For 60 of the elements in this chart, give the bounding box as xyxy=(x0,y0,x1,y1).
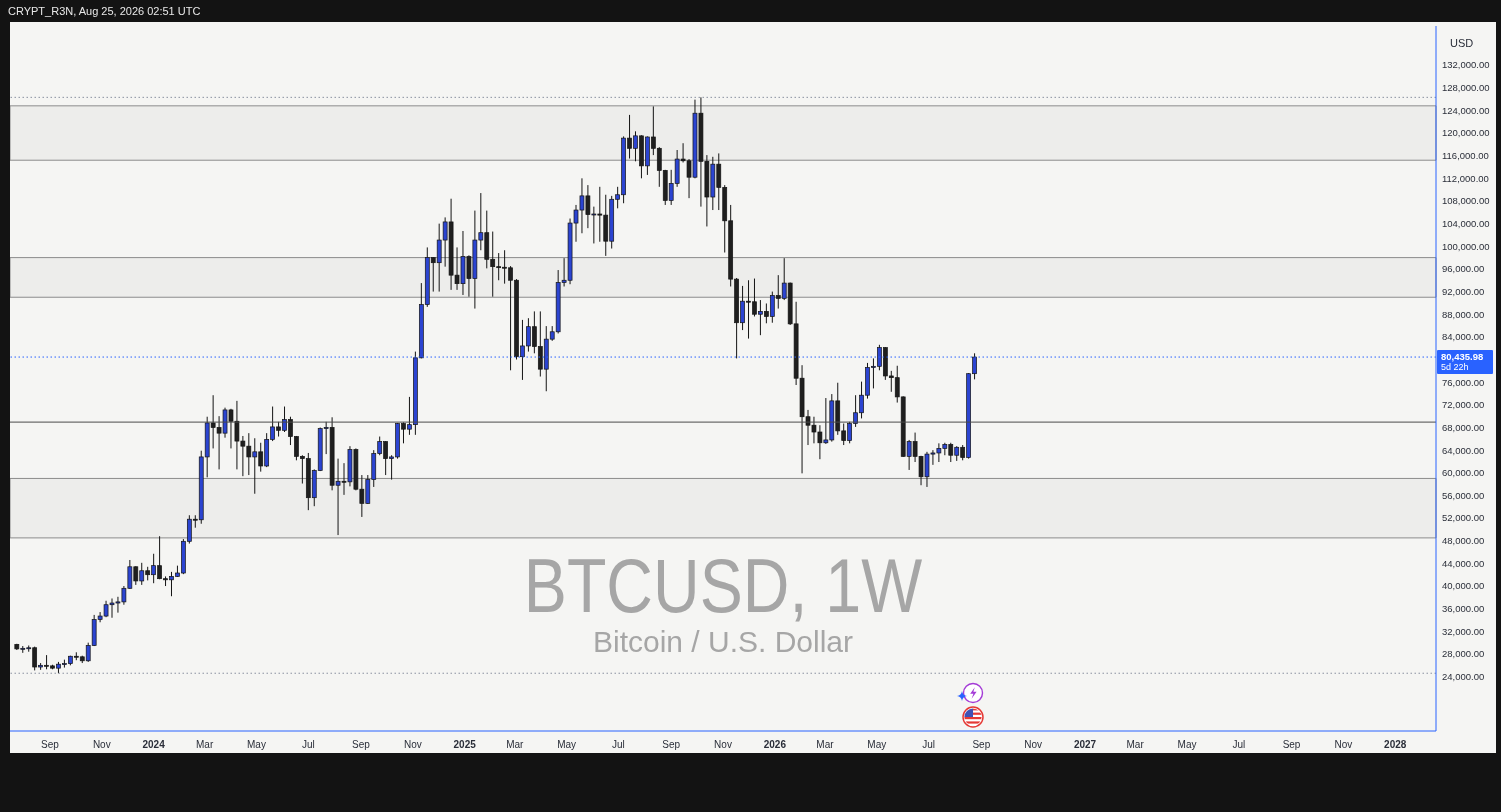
y-tick-label: 72,000.00 xyxy=(1442,399,1485,411)
y-tick-label: 128,000.00 xyxy=(1442,82,1490,94)
y-tick-label: 100,000.00 xyxy=(1442,240,1490,252)
x-tick-label: Jul xyxy=(612,739,625,750)
y-tick-label: 32,000.00 xyxy=(1442,625,1485,637)
x-tick-label: 2027 xyxy=(1073,739,1097,750)
y-tick-label: 104,000.00 xyxy=(1442,218,1490,229)
x-tick-label: Nov xyxy=(1334,739,1353,750)
x-tick-label: Jul xyxy=(1232,739,1246,750)
y-axis-title: USD xyxy=(1450,37,1474,50)
y-tick-label: 68,000.00 xyxy=(1442,421,1485,433)
x-tick-label: May xyxy=(1177,739,1197,750)
y-tick-label: 116,000.00 xyxy=(1442,150,1489,162)
y-tick-label: 88,000.00 xyxy=(1442,308,1485,320)
x-tick-label: Nov xyxy=(403,739,422,750)
y-tick-label: 60,000.00 xyxy=(1442,467,1485,479)
x-tick-label: Nov xyxy=(1024,739,1043,750)
x-tick-label: Sep xyxy=(1282,739,1301,750)
x-tick-label: Jul xyxy=(922,739,936,750)
x-tick-label: 2025 xyxy=(453,739,477,750)
y-tick-label: 64,000.00 xyxy=(1442,444,1485,456)
y-tick-label: 52,000.00 xyxy=(1442,512,1485,524)
x-tick-label: Mar xyxy=(816,739,835,750)
y-tick-label: 44,000.00 xyxy=(1442,557,1485,569)
x-tick-label: Sep xyxy=(41,739,60,750)
y-tick-label: 84,000.00 xyxy=(1442,331,1485,343)
y-tick-label: 48,000.00 xyxy=(1442,535,1485,547)
x-tick-label: Nov xyxy=(714,739,732,750)
x-tick-label: Mar xyxy=(1126,739,1145,750)
y-tick-label: 36,000.00 xyxy=(1442,603,1485,615)
y-tick-label: 56,000.00 xyxy=(1442,489,1485,501)
x-tick-label: Sep xyxy=(352,739,371,750)
y-tick-label: 108,000.00 xyxy=(1442,195,1490,207)
y-tick-label: 28,000.00 xyxy=(1442,648,1485,660)
text: BTCUSD, 1W xyxy=(523,543,923,628)
x-tick-label: May xyxy=(867,739,887,750)
y-tick-label: 124,000.00 xyxy=(1442,104,1490,116)
x-tick-label: Jul xyxy=(301,739,315,750)
x-tick-label: May xyxy=(247,739,266,750)
x-tick-label: Mar xyxy=(195,739,214,750)
x-tick-label: Sep xyxy=(662,739,681,750)
x-tick-label: 2026 xyxy=(763,739,787,750)
x-tick-label: Mar xyxy=(506,739,525,750)
text: 5d 22h xyxy=(1441,362,1469,373)
y-tick-label: 40,000.00 xyxy=(1442,580,1485,592)
x-tick-label: May xyxy=(557,739,577,750)
ref-line-label: 80,435.98 xyxy=(1441,351,1484,363)
y-tick-label: 24,000.00 xyxy=(1442,671,1485,683)
x-tick-label: 2028 xyxy=(1384,739,1407,750)
x-tick-label: Nov xyxy=(92,739,111,750)
y-tick-label: 76,000.00 xyxy=(1442,376,1485,388)
text: CRYPT_R3N, Aug 25, 2026 02:51 UTC xyxy=(8,4,201,18)
y-tick-label: 96,000.00 xyxy=(1442,263,1485,275)
y-tick-label: 92,000.00 xyxy=(1442,285,1485,297)
x-tick-label: Sep xyxy=(972,739,991,750)
y-tick-label: 112,000.00 xyxy=(1442,172,1489,184)
text: Bitcoin / U.S. Dollar xyxy=(592,625,854,658)
x-tick-label: 2024 xyxy=(142,739,166,750)
y-tick-label: 120,000.00 xyxy=(1442,127,1490,139)
y-tick-label: 132,000.00 xyxy=(1442,59,1490,71)
